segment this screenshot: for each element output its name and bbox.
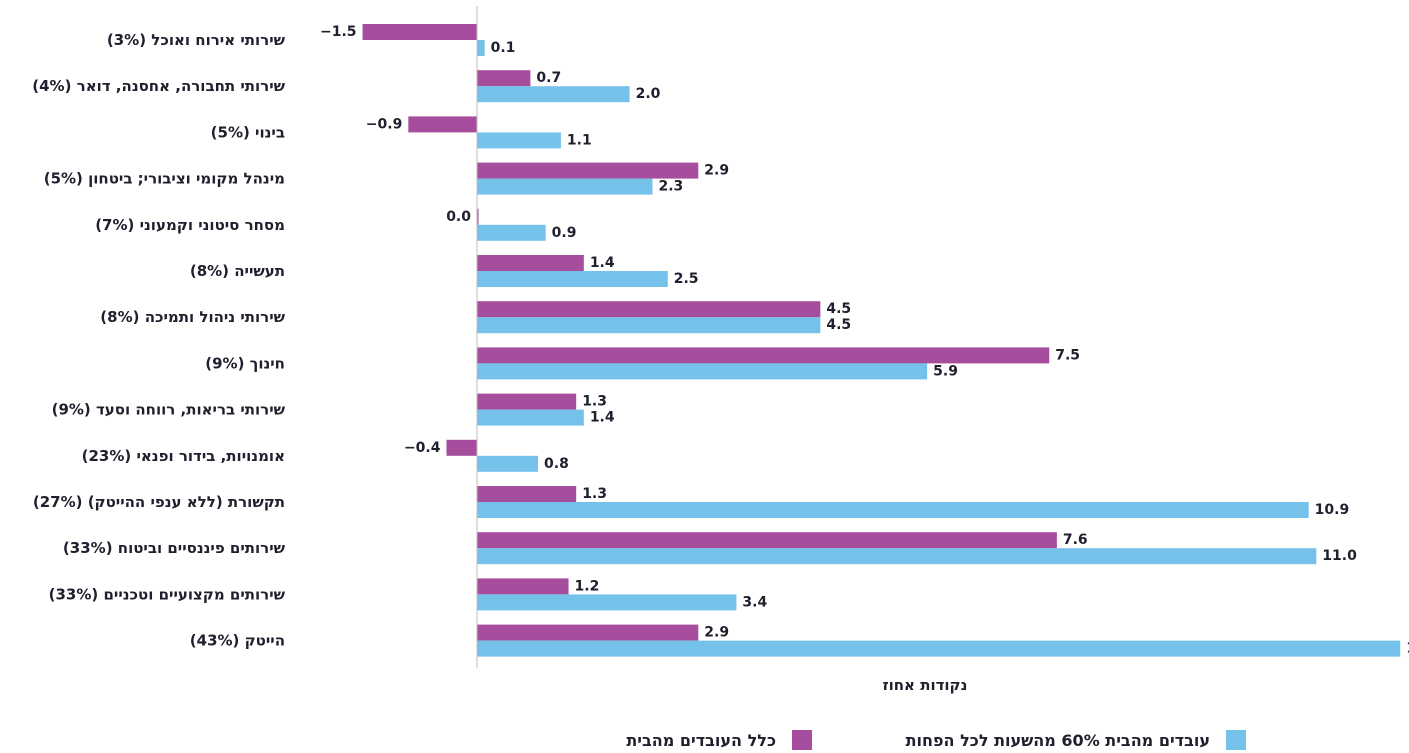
bar-all-workers xyxy=(477,486,577,502)
category-label: מסחר סיטוני וקמעוני (7%) xyxy=(95,216,285,234)
data-label: 2.9 xyxy=(704,163,729,179)
bar-all-workers xyxy=(477,70,531,87)
legend-swatch-all-workers xyxy=(792,730,812,750)
category-label: אומנויות, בידור ופנאי (23%) xyxy=(82,447,285,465)
category-label: שירותי ניהול ותמיכה (8%) xyxy=(100,308,285,326)
data-label: 1.2 xyxy=(575,578,600,594)
data-label: 4.5 xyxy=(826,301,851,317)
data-label: 7.5 xyxy=(1055,347,1080,363)
data-label: 5.9 xyxy=(933,363,958,379)
bar-all-workers xyxy=(477,208,479,225)
bar-all-workers xyxy=(477,162,699,179)
bar-home-workers-60 xyxy=(477,409,584,426)
data-label: −1.5 xyxy=(320,24,357,40)
category-label: שירותי אירוח ואוכל (3%) xyxy=(107,31,286,49)
data-label: 11.0 xyxy=(1322,548,1357,564)
data-label: 1.1 xyxy=(567,132,592,148)
category-label: בינוי (5%) xyxy=(211,123,285,141)
data-label: 7.6 xyxy=(1063,532,1088,548)
category-label: שירותי תחבורה, אחסנה, דואר (4%) xyxy=(32,77,285,95)
data-label: 2.0 xyxy=(636,86,661,102)
category-label: מינהל מקומי וציבורי; ביטחון (5%) xyxy=(44,170,285,188)
bar-home-workers-60 xyxy=(477,455,539,472)
bar-home-workers-60 xyxy=(477,594,737,611)
bar-home-workers-60 xyxy=(477,363,928,380)
bar-all-workers xyxy=(477,578,569,595)
bar-all-workers xyxy=(477,255,584,271)
bar-home-workers-60 xyxy=(477,224,546,241)
data-label: −0.9 xyxy=(366,116,403,132)
bar-all-workers xyxy=(477,347,1050,364)
data-label: 2.5 xyxy=(674,271,699,287)
data-label: 0.7 xyxy=(536,70,561,86)
bar-home-workers-60 xyxy=(477,40,485,56)
data-label: 1.4 xyxy=(590,255,615,271)
bar-home-workers-60 xyxy=(477,317,821,334)
data-label: 3.4 xyxy=(742,594,767,610)
data-label: 1.4 xyxy=(590,410,615,426)
bar-home-workers-60 xyxy=(477,640,1401,657)
bar-home-workers-60 xyxy=(477,178,653,195)
data-label: 10.9 xyxy=(1315,502,1350,518)
legend: עובדים מהבית 60% מהשעות לכל הפחות כלל הע… xyxy=(626,730,1246,750)
bar-home-workers-60 xyxy=(477,132,561,149)
category-label: חינוך (9%) xyxy=(205,354,285,372)
category-label: שירותים מקצועיים וטכניים (33%) xyxy=(49,585,286,603)
data-label: 0.0 xyxy=(446,209,471,225)
category-label: הייטק (43%) xyxy=(190,632,285,650)
bar-all-workers xyxy=(477,301,821,318)
bar-home-workers-60 xyxy=(477,502,1309,518)
category-label: שירותים פיננסיים וביטוח (33%) xyxy=(63,539,286,557)
data-label: 0.1 xyxy=(491,40,516,56)
bar-all-workers xyxy=(408,116,477,133)
category-label: תעשייה (8%) xyxy=(190,262,285,280)
bar-home-workers-60 xyxy=(477,271,668,287)
category-label: שירותי בריאות, רווחה וסעד (9%) xyxy=(52,401,286,419)
legend-swatch-all-home-workers xyxy=(1226,730,1246,750)
legend-label-all-home-workers: עובדים מהבית 60% מהשעות לכל הפחות xyxy=(906,731,1210,750)
data-label: −0.4 xyxy=(404,440,441,456)
bar-all-workers xyxy=(362,24,477,40)
data-label: 12.1 xyxy=(1406,641,1409,657)
data-label: 2.3 xyxy=(658,179,683,195)
value-labels: −1.5 0.1 0.7 2.0 −0.9 1.1 2.9 2.3 0.0 0.9 1.4 2.5 4.… xyxy=(320,24,1409,657)
data-label: 2.9 xyxy=(704,625,729,641)
legend-label-all-workers: כלל העובדים מהבית xyxy=(626,731,776,750)
bar-home-workers-60 xyxy=(477,548,1317,565)
bars-group xyxy=(362,24,1401,657)
category-label: תקשורת (ללא ענפי ההייטק) (27%) xyxy=(33,493,285,511)
bar-all-workers xyxy=(477,532,1057,549)
bar-all-workers xyxy=(477,393,577,410)
data-label: 1.3 xyxy=(582,394,607,410)
data-label: 0.8 xyxy=(544,456,569,472)
bar-all-workers xyxy=(477,624,699,641)
bar-home-workers-60 xyxy=(477,86,630,103)
data-label: 0.9 xyxy=(552,225,577,241)
category-labels: שירותי אירוח ואוכל (3%) שירותי תחבורה, אח… xyxy=(32,31,285,650)
bar-all-workers xyxy=(446,439,477,456)
data-label: 4.5 xyxy=(826,317,851,333)
x-axis-title: נקודות אחוז xyxy=(883,676,968,694)
data-label: 1.3 xyxy=(582,486,607,502)
